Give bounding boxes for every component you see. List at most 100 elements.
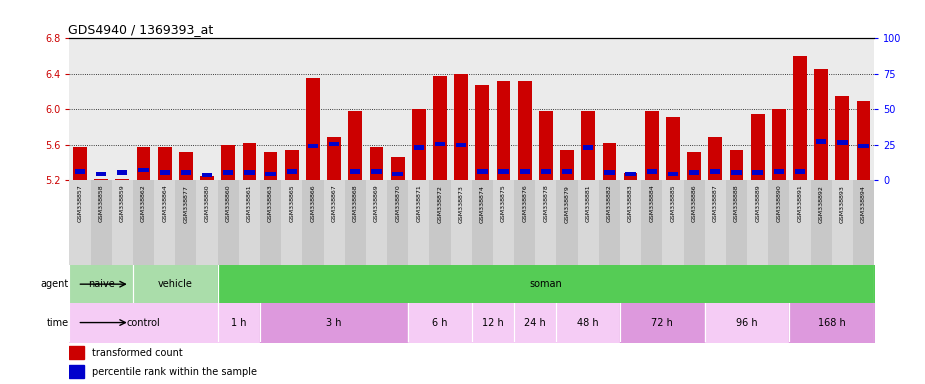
Text: 12 h: 12 h xyxy=(482,318,504,328)
Bar xyxy=(536,180,557,265)
Text: 3 h: 3 h xyxy=(327,318,342,328)
Bar xyxy=(223,170,233,175)
Bar xyxy=(604,170,614,175)
Bar xyxy=(180,170,191,175)
Bar xyxy=(133,180,154,265)
Bar xyxy=(810,180,832,265)
Bar xyxy=(264,152,278,180)
Bar xyxy=(518,81,532,180)
Text: 72 h: 72 h xyxy=(651,318,673,328)
Bar xyxy=(858,144,869,148)
Bar xyxy=(769,180,789,265)
Bar xyxy=(835,96,849,180)
Bar xyxy=(514,180,536,265)
Text: GSM338890: GSM338890 xyxy=(776,185,782,222)
Text: GSM338892: GSM338892 xyxy=(819,185,823,223)
Bar xyxy=(520,169,530,174)
Bar xyxy=(175,180,196,265)
Bar xyxy=(116,179,130,180)
Bar xyxy=(327,137,341,180)
Bar xyxy=(73,147,87,180)
Text: GSM338860: GSM338860 xyxy=(226,185,230,222)
Bar xyxy=(837,140,847,144)
Text: time: time xyxy=(46,318,68,328)
Text: percentile rank within the sample: percentile rank within the sample xyxy=(92,367,257,377)
Bar xyxy=(285,150,299,180)
Bar xyxy=(94,179,108,180)
Bar xyxy=(433,76,447,180)
Text: GSM338862: GSM338862 xyxy=(141,185,146,222)
Bar xyxy=(709,137,722,180)
Bar xyxy=(730,150,744,180)
Bar xyxy=(75,169,85,174)
Text: GSM338874: GSM338874 xyxy=(480,185,485,223)
Bar xyxy=(308,144,318,148)
Bar xyxy=(117,170,128,175)
Bar xyxy=(366,180,387,265)
Bar xyxy=(196,180,217,265)
Text: GSM338875: GSM338875 xyxy=(501,185,506,222)
Bar xyxy=(816,139,826,144)
Bar xyxy=(853,180,874,265)
Bar xyxy=(159,170,170,175)
Bar xyxy=(773,169,784,174)
Bar xyxy=(349,111,363,180)
Text: GSM338880: GSM338880 xyxy=(204,185,210,222)
Text: GSM338891: GSM338891 xyxy=(797,185,803,222)
Bar xyxy=(623,173,637,180)
Bar xyxy=(96,172,106,177)
Bar xyxy=(371,169,382,174)
Bar xyxy=(392,172,402,177)
Text: GSM338888: GSM338888 xyxy=(734,185,739,222)
Text: 168 h: 168 h xyxy=(818,318,845,328)
Bar xyxy=(493,180,514,265)
Text: GSM338893: GSM338893 xyxy=(840,185,845,223)
Bar xyxy=(662,180,684,265)
Bar xyxy=(583,146,594,150)
Bar xyxy=(324,180,345,265)
Bar xyxy=(137,147,151,180)
Bar xyxy=(179,152,192,180)
Text: GSM338883: GSM338883 xyxy=(628,185,633,222)
Text: GDS4940 / 1369393_at: GDS4940 / 1369393_at xyxy=(68,23,213,36)
Bar xyxy=(139,167,149,172)
Bar xyxy=(91,180,112,265)
Text: GSM338886: GSM338886 xyxy=(692,185,697,222)
Bar xyxy=(561,169,573,174)
Bar xyxy=(772,109,785,180)
Bar xyxy=(789,180,810,265)
Text: GSM338889: GSM338889 xyxy=(755,185,760,222)
Text: 48 h: 48 h xyxy=(577,318,599,328)
Text: vehicle: vehicle xyxy=(158,279,192,289)
Bar xyxy=(645,111,659,180)
Bar xyxy=(412,109,426,180)
Bar xyxy=(581,111,595,180)
Bar xyxy=(705,180,726,265)
Bar xyxy=(408,180,429,265)
Bar xyxy=(202,173,212,177)
Text: GSM338859: GSM338859 xyxy=(120,185,125,222)
Bar xyxy=(857,101,870,180)
Text: GSM338865: GSM338865 xyxy=(290,185,294,222)
Bar xyxy=(687,152,701,180)
Bar xyxy=(69,180,91,265)
Bar xyxy=(265,172,276,177)
Text: 24 h: 24 h xyxy=(524,318,546,328)
Text: GSM338885: GSM338885 xyxy=(671,185,675,222)
Bar xyxy=(497,81,511,180)
Bar xyxy=(752,170,763,175)
Text: 96 h: 96 h xyxy=(736,318,758,328)
Bar xyxy=(413,146,424,150)
Bar xyxy=(390,157,404,180)
Bar xyxy=(689,170,699,175)
Text: GSM338882: GSM338882 xyxy=(607,185,612,222)
Bar xyxy=(260,180,281,265)
Bar xyxy=(370,147,383,180)
Bar xyxy=(429,180,450,265)
Bar xyxy=(541,169,551,174)
Text: GSM338867: GSM338867 xyxy=(331,185,337,222)
Bar xyxy=(561,150,574,180)
Bar xyxy=(641,180,662,265)
Bar xyxy=(239,180,260,265)
Text: GSM338858: GSM338858 xyxy=(99,185,104,222)
